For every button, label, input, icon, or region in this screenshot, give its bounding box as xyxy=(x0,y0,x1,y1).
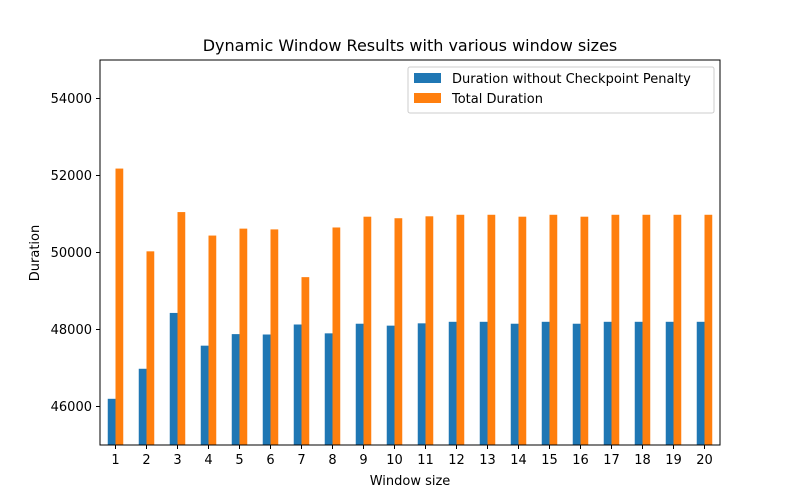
y-tick-label: 48000 xyxy=(51,323,92,338)
bar-without-penalty-14 xyxy=(510,323,519,445)
y-tick-label: 54000 xyxy=(51,92,92,107)
x-tick-label: 13 xyxy=(479,453,496,468)
bar-total-8 xyxy=(332,227,341,445)
legend-box xyxy=(407,66,715,114)
bar-total-7 xyxy=(301,277,310,445)
x-tick-label: 15 xyxy=(541,453,558,468)
bar-without-penalty-3 xyxy=(169,312,178,445)
bar-without-penalty-19 xyxy=(665,321,674,445)
legend-label-2: Total Duration xyxy=(451,92,543,107)
x-tick-label: 6 xyxy=(266,453,274,468)
x-tick-label: 18 xyxy=(634,453,651,468)
bar-without-penalty-11 xyxy=(417,323,426,445)
bar-total-4 xyxy=(208,235,217,445)
x-tick-label: 14 xyxy=(510,453,527,468)
bar-total-16 xyxy=(580,216,589,445)
x-tick-label: 9 xyxy=(359,453,367,468)
y-tick-label: 50000 xyxy=(51,246,92,261)
bar-without-penalty-13 xyxy=(479,321,488,445)
chart-title: Dynamic Window Results with various wind… xyxy=(203,36,618,55)
bar-total-18 xyxy=(642,214,651,445)
x-tick-label: 5 xyxy=(235,453,243,468)
y-tick-label: 52000 xyxy=(51,169,92,184)
bar-total-13 xyxy=(487,214,496,445)
x-tick-label: 17 xyxy=(603,453,620,468)
x-tick-label: 16 xyxy=(572,453,589,468)
bar-total-15 xyxy=(549,214,558,445)
y-tick-label: 46000 xyxy=(51,400,92,415)
bar-total-17 xyxy=(611,214,620,445)
x-tick-label: 20 xyxy=(696,453,713,468)
bar-total-12 xyxy=(456,214,465,445)
x-axis-label: Window size xyxy=(370,474,451,489)
y-axis-label: Duration xyxy=(28,225,43,281)
x-tick-label: 1 xyxy=(111,453,119,468)
x-tick-label: 8 xyxy=(328,453,336,468)
legend-label-1: Duration without Checkpoint Penalty xyxy=(452,72,691,87)
bar-total-6 xyxy=(270,229,279,445)
bar-without-penalty-18 xyxy=(634,321,643,445)
bar-without-penalty-20 xyxy=(696,321,705,445)
bar-without-penalty-15 xyxy=(541,321,550,445)
bar-total-9 xyxy=(363,216,372,445)
bar-without-penalty-2 xyxy=(138,368,147,445)
bar-total-19 xyxy=(673,214,682,445)
legend-swatch-1 xyxy=(414,73,441,83)
bar-without-penalty-6 xyxy=(262,334,271,445)
bar-total-2 xyxy=(146,251,155,445)
x-tick-label: 10 xyxy=(386,453,403,468)
x-axis: 1 2 3 4 5 6 7 8 9 10 11 12 13 14 15 16 17 18 19 20 xyxy=(111,445,713,468)
bar-total-5 xyxy=(239,228,248,445)
legend-swatch-2 xyxy=(414,93,441,103)
bar-without-penalty-7 xyxy=(293,324,302,445)
bar-total-1 xyxy=(115,168,124,445)
bar-total-10 xyxy=(394,218,403,445)
bar-total-20 xyxy=(704,214,713,445)
x-tick-label: 3 xyxy=(173,453,181,468)
bars-group xyxy=(107,168,713,445)
bar-without-penalty-8 xyxy=(324,333,333,445)
bar-total-3 xyxy=(177,212,186,445)
bar-without-penalty-9 xyxy=(355,323,364,445)
x-tick-label: 11 xyxy=(417,453,434,468)
bar-without-penalty-4 xyxy=(200,345,209,445)
bar-total-14 xyxy=(518,216,527,445)
bar-total-11 xyxy=(425,216,434,445)
y-axis: 46000 48000 50000 52000 54000 xyxy=(51,92,100,415)
x-tick-label: 19 xyxy=(665,453,682,468)
bar-without-penalty-12 xyxy=(448,321,457,445)
x-tick-label: 2 xyxy=(142,453,150,468)
x-tick-label: 7 xyxy=(297,453,305,468)
x-tick-label: 4 xyxy=(204,453,212,468)
legend: Duration without Checkpoint Penalty Total… xyxy=(407,66,715,114)
bar-without-penalty-16 xyxy=(572,323,581,445)
bar-without-penalty-1 xyxy=(107,398,116,445)
bar-without-penalty-10 xyxy=(386,325,395,445)
bar-without-penalty-17 xyxy=(603,321,612,445)
bar-without-penalty-5 xyxy=(231,334,240,445)
x-tick-label: 12 xyxy=(448,453,465,468)
